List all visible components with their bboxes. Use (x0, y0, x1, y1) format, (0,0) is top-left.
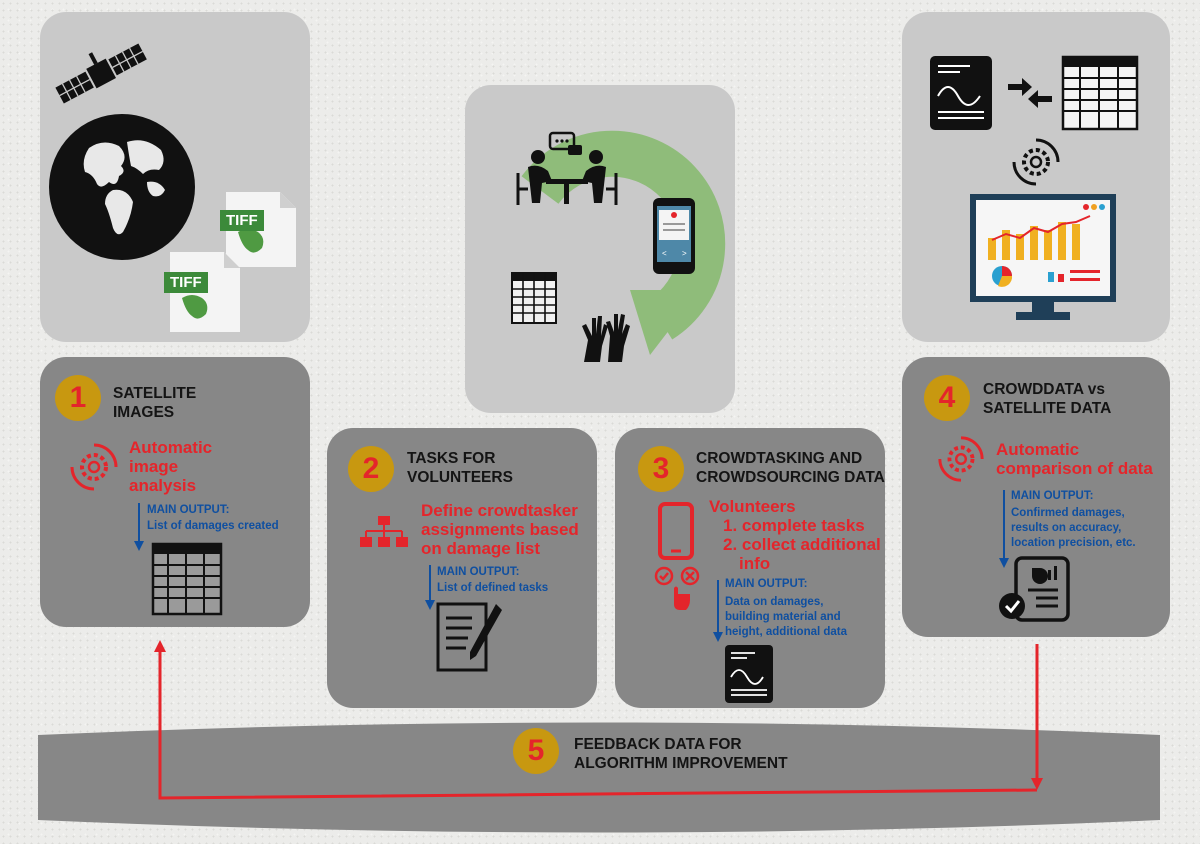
step4-title: CROWDDATA vs SATELLITE DATA (983, 381, 1112, 417)
step4-badge: 4 (924, 375, 970, 421)
monitor-dashboard-icon (970, 194, 1116, 320)
step2-title: TASKS FOR VOLUNTEERS (407, 450, 513, 486)
step3-title: CROWDTASKING AND CROWDSOURCING DATA (696, 450, 885, 486)
output-arrow (134, 503, 144, 551)
tiff-label-2: TIFF (164, 272, 208, 293)
step1-output-heading: MAIN OUTPUT: (147, 504, 230, 516)
step1-title: SATELLITE IMAGES (113, 385, 197, 421)
step2-action: Define crowdtasker assignments based on da… (421, 501, 579, 558)
step1-output-text: List of damages created (147, 520, 279, 532)
step5-badge: 5 (513, 728, 559, 774)
globe-icon (49, 114, 195, 260)
table-icon (1061, 55, 1139, 131)
gear-cycle-icon (1012, 138, 1060, 186)
step3-output-heading: MAIN OUTPUT: (725, 578, 808, 590)
table-icon (511, 272, 557, 324)
org-chart-icon (360, 516, 408, 547)
output-arrow (713, 580, 723, 642)
step2-badge: 2 (348, 446, 394, 492)
step3-badge: 3 (638, 446, 684, 492)
step3-output-text: Data on damages, building material and hei… (725, 596, 848, 638)
gear-cycle-icon (70, 443, 118, 491)
smartphone-icon (658, 502, 694, 560)
cycle-arrow (521, 130, 726, 355)
compare-arrows-icon (1008, 78, 1052, 108)
report-check-icon (999, 556, 1070, 622)
raised-hands-icon (582, 314, 630, 362)
table-icon (151, 542, 223, 616)
step2-output-heading: MAIN OUTPUT: (437, 566, 520, 578)
step4-action: Automatic comparison of data (996, 440, 1153, 478)
document-icon (930, 56, 992, 130)
tiff-label-1: TIFF (220, 210, 264, 231)
meeting-icon (516, 131, 618, 205)
output-arrow (999, 490, 1009, 568)
document-icon (725, 645, 773, 703)
step1-badge: 1 (55, 375, 101, 421)
output-arrow (425, 565, 435, 610)
writing-icon (436, 602, 502, 672)
step3-action: Volunteers 1. complete tasks 2. collect … (709, 497, 881, 573)
step4-output-text: Confirmed damages, results on accuracy, lo… (1011, 507, 1136, 549)
smartphone-icon: < > (653, 198, 695, 274)
satellite-icon (55, 43, 147, 104)
step1-action: Automatic image analysis (129, 438, 213, 495)
touch-choice-icon (654, 566, 700, 610)
svg-text:>: > (682, 249, 687, 258)
gear-cycle-icon (938, 436, 984, 482)
step5-title: FEEDBACK DATA FOR ALGORITHM IMPROVEMENT (574, 736, 788, 772)
step4-output-heading: MAIN OUTPUT: (1011, 490, 1094, 502)
svg-text:<: < (662, 249, 667, 258)
step2-output-text: List of defined tasks (437, 582, 549, 594)
